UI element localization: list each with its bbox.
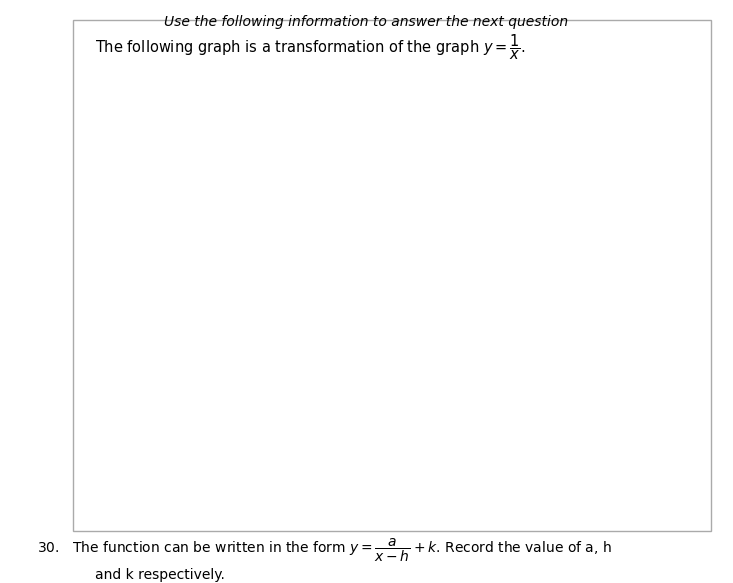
Text: -3: -3 [339, 296, 350, 306]
Text: 5: 5 [622, 296, 629, 306]
Text: y: y [455, 93, 463, 107]
Text: 3: 3 [436, 181, 443, 191]
Text: 4: 4 [586, 296, 594, 306]
Text: Use the following information to answer the next question: Use the following information to answer … [164, 15, 569, 29]
Text: 2: 2 [435, 215, 443, 224]
Text: -2: -2 [374, 296, 386, 306]
Text: -5: -5 [432, 449, 443, 459]
Text: 4: 4 [435, 147, 443, 157]
Text: -3: -3 [432, 382, 443, 392]
Text: 1: 1 [482, 296, 488, 306]
Text: -1: -1 [409, 296, 420, 306]
Text: 6: 6 [657, 296, 664, 306]
Text: 2: 2 [517, 296, 523, 306]
Text: 1: 1 [436, 248, 443, 258]
Text: -5: -5 [269, 296, 280, 306]
Text: 30.   The function can be written in the form $y = \dfrac{a}{x-h}+k$. Record the: 30. The function can be written in the f… [37, 536, 611, 564]
Text: x: x [673, 298, 681, 312]
Text: -4: -4 [304, 296, 315, 306]
Text: -2: -2 [432, 349, 443, 359]
Text: 3: 3 [551, 296, 559, 306]
Text: -1: -1 [432, 315, 443, 325]
Text: and k respectively.: and k respectively. [95, 568, 225, 582]
Text: 5: 5 [436, 113, 443, 124]
Text: The following graph is a transformation of the graph $y = \dfrac{1}{x}$.: The following graph is a transformation … [95, 32, 526, 62]
Text: -4: -4 [432, 416, 443, 426]
